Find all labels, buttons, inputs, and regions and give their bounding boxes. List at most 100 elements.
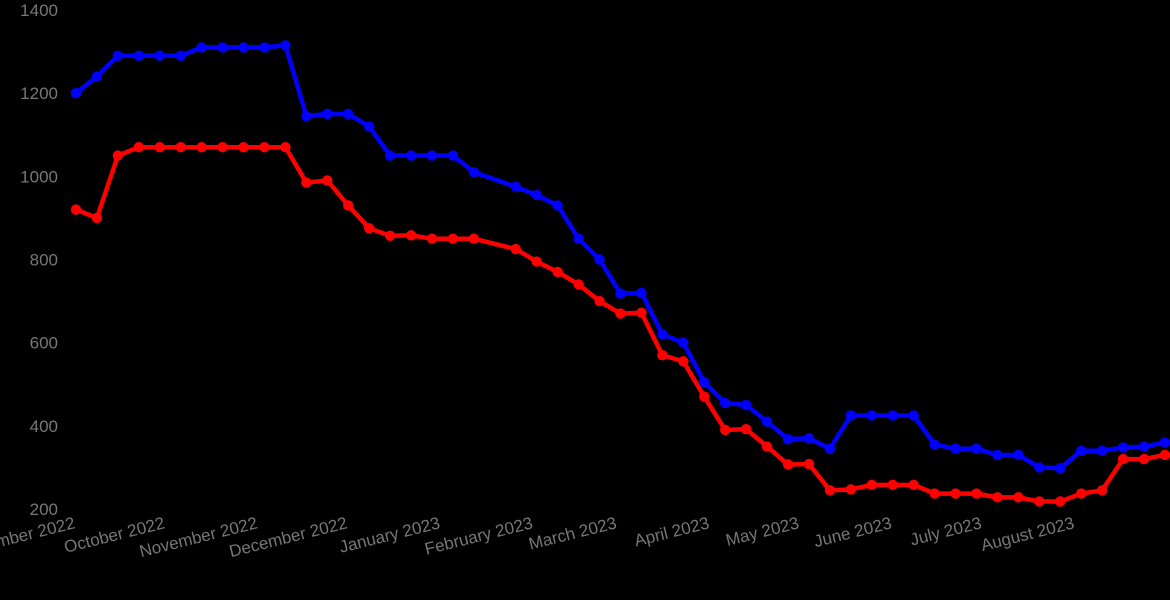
data-point: [384, 230, 396, 241]
y-tick-label: 600: [30, 334, 58, 353]
data-point: [91, 71, 103, 82]
data-point: [1138, 453, 1150, 465]
data-point: [552, 200, 563, 211]
data-point: [510, 243, 521, 255]
data-point: [175, 50, 186, 61]
data-point: [950, 488, 961, 499]
data-point: [761, 416, 773, 427]
series-line: [73, 144, 1168, 504]
data-point: [301, 177, 312, 188]
data-point: [175, 142, 186, 153]
data-point: [133, 142, 145, 153]
data-point: [720, 424, 731, 436]
data-point: [112, 150, 124, 161]
data-point: [866, 410, 878, 421]
data-point: [405, 150, 417, 161]
data-point: [615, 308, 626, 319]
data-point: [887, 410, 898, 421]
data-point: [908, 479, 919, 491]
data-point: [929, 488, 940, 499]
data-point: [531, 189, 542, 201]
data-point: [992, 492, 1003, 503]
y-tick-label: 200: [30, 500, 58, 519]
data-point: [845, 484, 857, 495]
data-point: [1096, 485, 1108, 496]
data-point: [217, 42, 228, 53]
data-point: [552, 266, 563, 278]
data-point: [594, 254, 605, 265]
data-point: [70, 87, 82, 99]
data-point: [447, 150, 459, 161]
data-point: [803, 433, 815, 444]
data-point: [1013, 492, 1024, 503]
data-point: [363, 223, 375, 234]
data-point: [782, 459, 794, 470]
y-tick-label: 1400: [20, 1, 58, 20]
series-line: [73, 43, 1168, 471]
data-point: [196, 142, 207, 153]
data-point: [615, 288, 626, 299]
series-1: [70, 142, 1170, 507]
data-point: [803, 458, 815, 470]
data-point: [699, 391, 710, 402]
data-point: [971, 488, 982, 499]
y-tick-label: 1200: [20, 84, 58, 103]
data-point: [720, 397, 731, 409]
data-point: [1117, 453, 1129, 465]
data-point: [405, 230, 417, 241]
data-point: [678, 337, 689, 348]
data-point: [1034, 462, 1045, 473]
y-tick-label: 800: [30, 251, 58, 270]
data-point: [70, 204, 82, 215]
data-point: [259, 142, 270, 153]
data-point: [238, 42, 249, 53]
data-point: [91, 212, 103, 224]
data-point: [217, 142, 228, 153]
data-point: [343, 200, 354, 211]
data-point: [259, 42, 270, 53]
data-point: [1159, 437, 1170, 448]
data-point: [782, 433, 794, 445]
data-point: [992, 449, 1003, 461]
data-point: [740, 423, 752, 435]
data-point: [636, 307, 647, 318]
data-point: [426, 233, 438, 244]
data-point: [363, 121, 375, 132]
data-point: [1055, 463, 1066, 474]
data-point: [1034, 496, 1045, 507]
data-point: [887, 479, 898, 491]
data-point: [845, 410, 857, 421]
data-point: [112, 50, 124, 61]
data-point: [280, 40, 291, 51]
series-0: [70, 40, 1170, 474]
data-point: [908, 410, 919, 421]
series-line: [74, 102, 1167, 457]
data-point: [510, 181, 521, 192]
data-point: [699, 376, 710, 388]
data-point: [1013, 449, 1024, 461]
data-point: [133, 50, 145, 61]
data-point: [1096, 445, 1108, 456]
data-point: [426, 150, 438, 161]
data-point: [447, 233, 459, 244]
data-point: [468, 233, 480, 244]
data-point: [280, 142, 291, 153]
data-point: [531, 256, 542, 267]
data-point: [343, 108, 354, 120]
data-point: [657, 349, 668, 361]
data-point: [468, 166, 480, 178]
data-point: [154, 50, 165, 61]
data-point: [322, 108, 333, 120]
data-point: [154, 142, 165, 153]
data-point: [678, 356, 689, 367]
data-point: [824, 485, 836, 496]
data-point: [1055, 496, 1066, 507]
data-point: [573, 233, 584, 244]
y-tick-label: 1000: [20, 167, 58, 186]
data-point: [929, 439, 940, 450]
y-tick-label: 400: [30, 417, 58, 436]
data-point: [238, 142, 249, 153]
series-2: [74, 102, 1167, 457]
